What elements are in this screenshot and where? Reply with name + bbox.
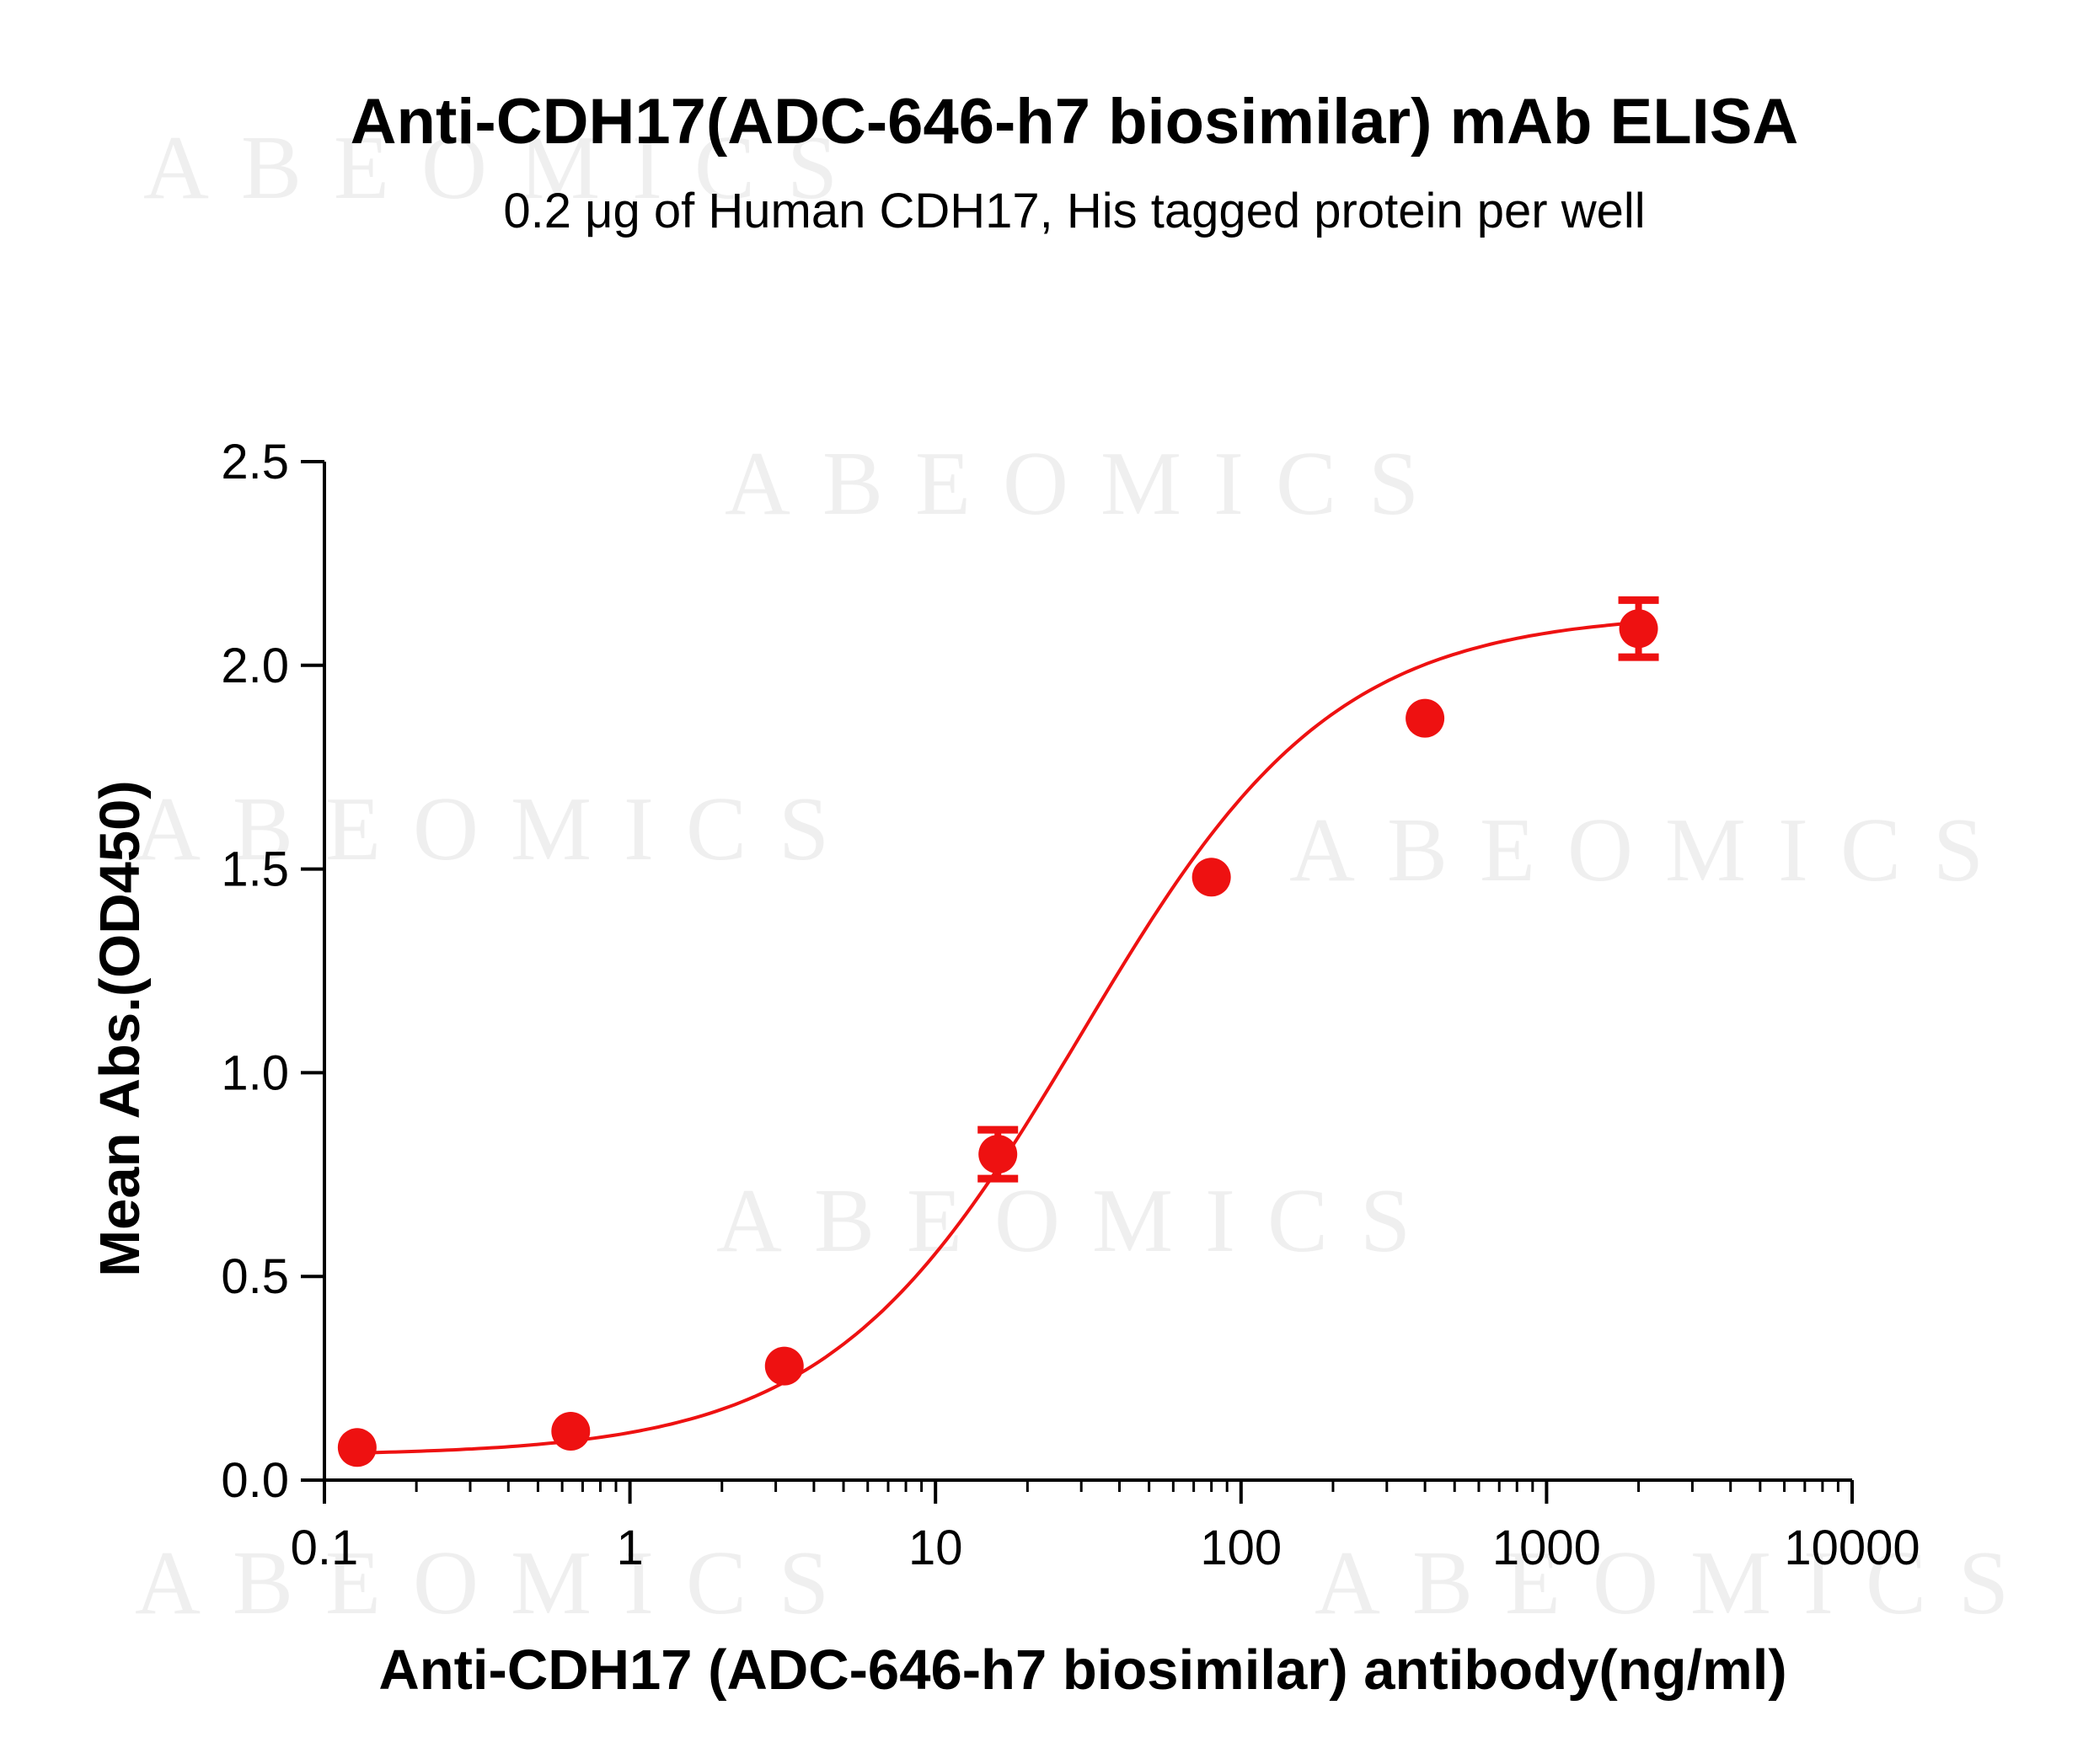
data-point — [1619, 609, 1658, 649]
chart-title: Anti-CDH17(ADC-646-h7 biosimilar) mAb EL… — [351, 86, 1799, 158]
data-point — [1406, 698, 1445, 738]
data-point — [337, 1428, 377, 1467]
watermark-text: ABEOMICS — [135, 779, 861, 879]
x-tick-label: 10 — [908, 1521, 963, 1575]
x-tick-label: 0.1 — [291, 1521, 359, 1575]
y-tick-label: 0.0 — [221, 1453, 289, 1508]
y-tick-label: 1.5 — [221, 842, 289, 897]
y-tick-label: 2.0 — [221, 639, 289, 693]
x-tick-label: 100 — [1200, 1521, 1282, 1575]
watermark-text: ABEOMICS — [1315, 1533, 2041, 1633]
data-point — [764, 1346, 804, 1386]
watermark-text: ABEOMICS — [135, 1533, 861, 1633]
x-tick-label: 1 — [616, 1521, 643, 1575]
data-point — [1191, 858, 1231, 897]
data-point — [978, 1135, 1018, 1174]
plot-area — [337, 596, 1659, 1467]
watermark-text: ABEOMICS — [143, 118, 870, 218]
x-axis-label: Anti-CDH17 (ADC-646-h7 biosimilar) antib… — [378, 1638, 1786, 1702]
y-tick-label: 2.5 — [221, 435, 289, 489]
axes: 0.0 0.5 1.0 1.5 2.0 2.5 0.1 1 10 100 1000 10000 — [221, 435, 1920, 1575]
y-tick-label: 1.0 — [221, 1045, 289, 1100]
data-point — [551, 1411, 591, 1451]
watermark-text: ABEOMICS — [725, 434, 1451, 534]
fit-curve-line — [356, 621, 1639, 1455]
x-tick-label: 10000 — [1784, 1521, 1920, 1575]
y-tick-label: 0.5 — [221, 1249, 289, 1304]
watermark-text: ABEOMICS — [716, 1171, 1443, 1271]
chart-subtitle: 0.2 μg of Human CDH17, His tagged protei… — [503, 184, 1645, 238]
x-tick-label: 1000 — [1492, 1521, 1601, 1575]
watermark-text: ABEOMICS — [1289, 800, 2016, 901]
watermark-layer: ABEOMICS ABEOMICS ABEOMICS ABEOMICS ABEOMICS… — [135, 118, 2041, 1633]
y-axis-label: Mean Abs.(OD450) — [88, 780, 152, 1277]
